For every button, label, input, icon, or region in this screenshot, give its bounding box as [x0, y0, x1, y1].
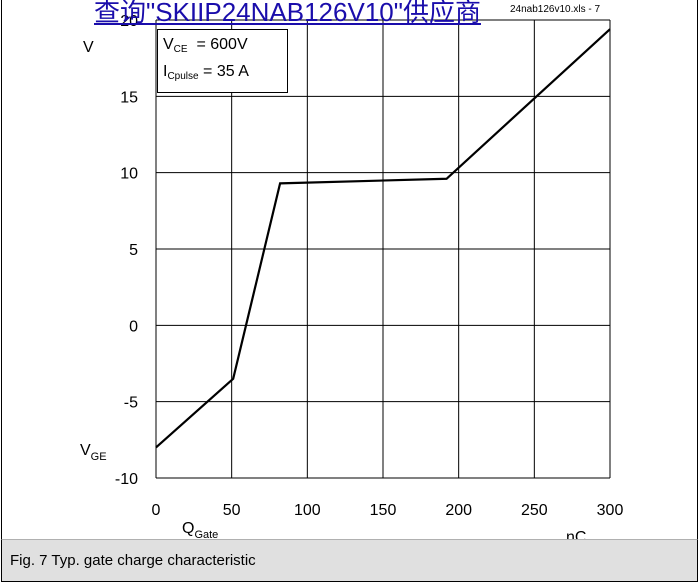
x-unit-label: nC — [566, 529, 586, 540]
gate-charge-curve-0 — [155, 28, 611, 449]
x-tick-label: 300 — [597, 502, 624, 519]
y-tick-label: -10 — [115, 471, 138, 488]
y-tick-label: -5 — [124, 395, 138, 412]
x-tick-label: 250 — [521, 502, 548, 519]
file-reference: 24nab126v10.xls - 7 — [510, 4, 601, 15]
y-unit-label: V — [83, 39, 94, 56]
axis-names: V VGE QGate nC — [80, 39, 586, 540]
supplier-query-link[interactable]: 查询"SKIIP24NAB126V10"供应商 — [94, 0, 481, 27]
y-tick-label: 0 — [129, 318, 138, 335]
y-axis-label: VGE — [80, 442, 107, 463]
y-tick-label: 10 — [120, 166, 138, 183]
x-tick-label: 150 — [370, 502, 397, 519]
vce-condition: VCE = 600V — [163, 36, 248, 55]
x-tick-label: 50 — [223, 502, 241, 519]
x-tick-label: 0 — [152, 502, 161, 519]
tick-labels: 0 50 100 150 200 250 300 -10 -5 0 5 10 15 20 — [115, 13, 624, 519]
x-tick-label: 200 — [445, 502, 472, 519]
y-tick-label: 15 — [120, 89, 138, 106]
y-tick-label: 20 — [120, 13, 138, 30]
gate-charge-chart: 0 50 100 150 200 250 300 -10 -5 0 5 10 15 20 V VGE QG… — [80, 13, 624, 540]
figure-caption: Fig. 7 Typ. gate charge characteristic — [10, 552, 256, 569]
test-conditions-box: VCE = 600V ICpulse = 35 A — [157, 29, 288, 93]
series-layer — [155, 28, 611, 449]
ic-condition: ICpulse = 35 A — [163, 63, 249, 82]
x-tick-label: 100 — [294, 502, 321, 519]
grid — [155, 19, 611, 479]
y-tick-label: 5 — [129, 242, 138, 259]
x-axis-label: QGate — [182, 520, 218, 540]
caption-bar: Fig. 7 Typ. gate charge characteristic — [1, 539, 698, 582]
